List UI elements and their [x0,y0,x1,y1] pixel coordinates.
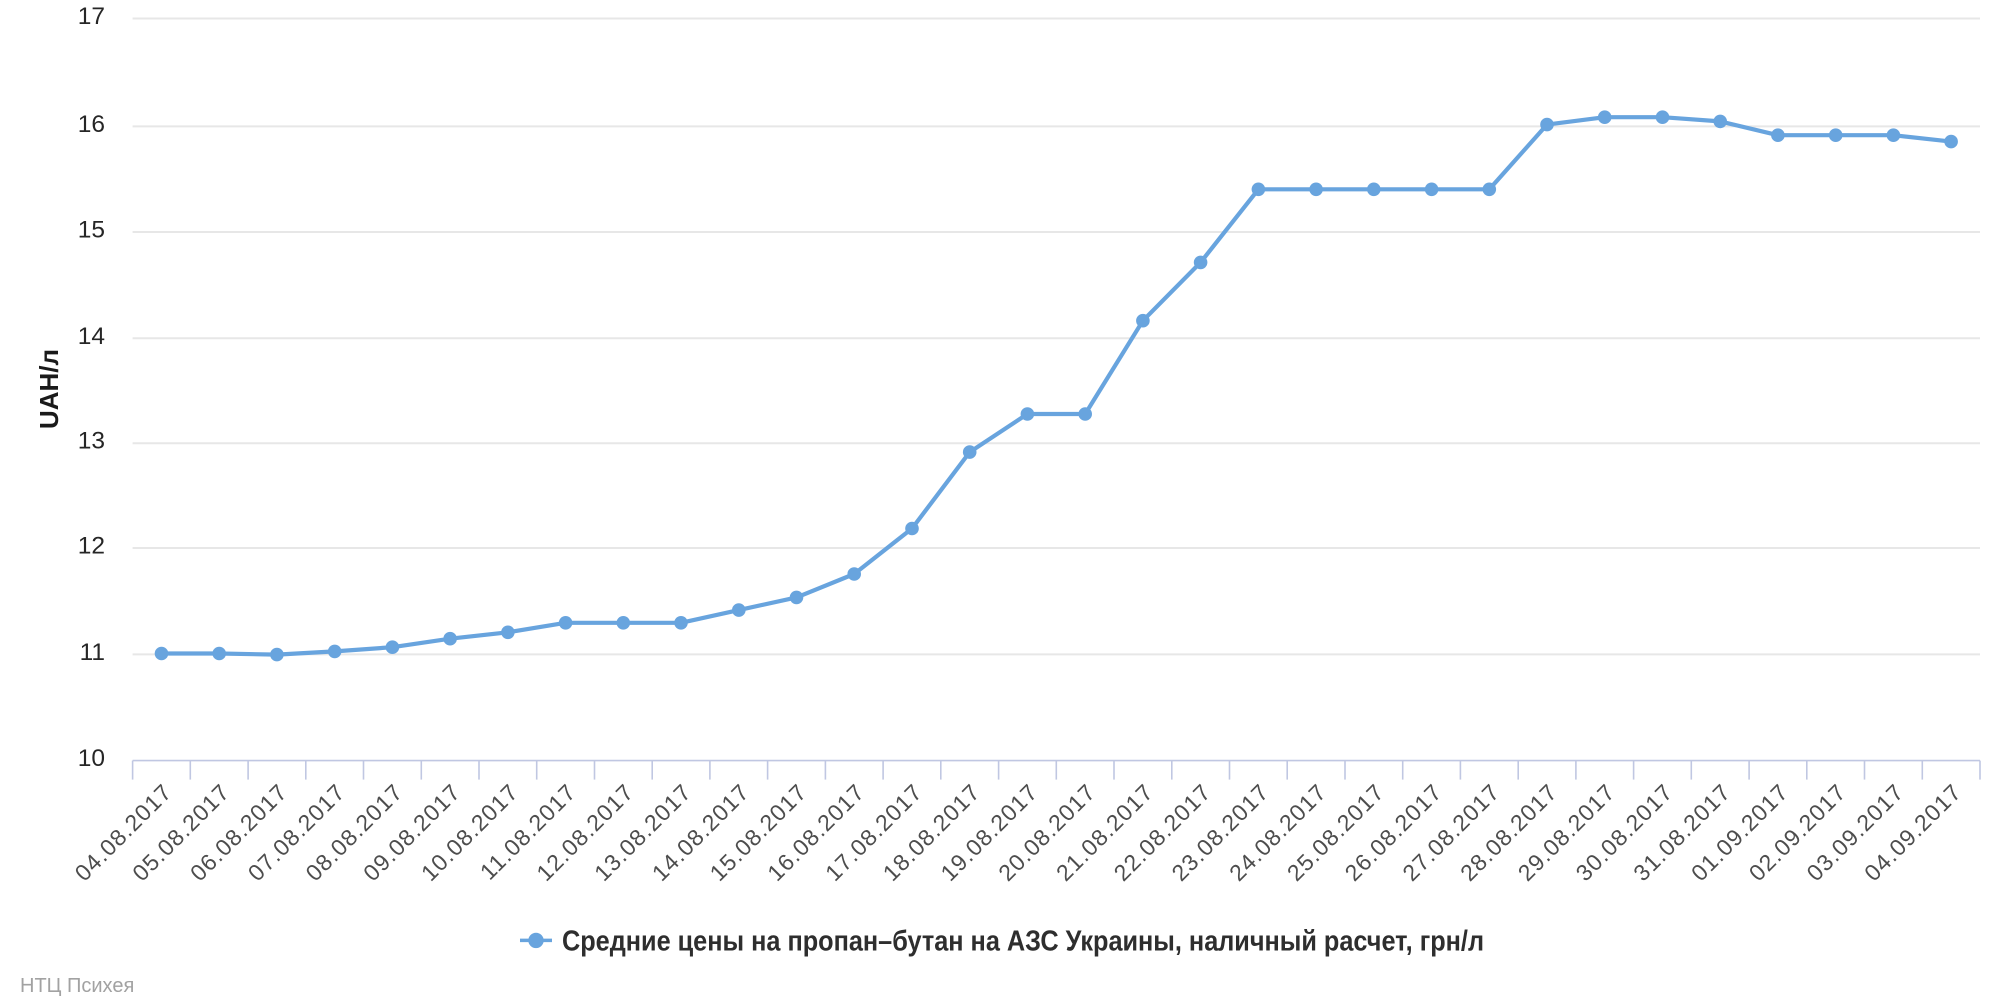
svg-text:13: 13 [78,428,105,455]
svg-text:11: 11 [80,639,105,666]
svg-text:14: 14 [78,323,105,350]
svg-text:12: 12 [78,533,105,560]
svg-text:16: 16 [78,111,105,138]
svg-text:НТЦ Психея: НТЦ Психея [20,975,134,997]
svg-text:17: 17 [78,3,105,30]
svg-text:UAH/л: UAH/л [34,349,64,429]
svg-text:15: 15 [78,217,105,244]
svg-text:10: 10 [78,745,105,772]
svg-text:Средние цены на пропан–бутан н: Средние цены на пропан–бутан на АЗС Укра… [562,926,1484,958]
